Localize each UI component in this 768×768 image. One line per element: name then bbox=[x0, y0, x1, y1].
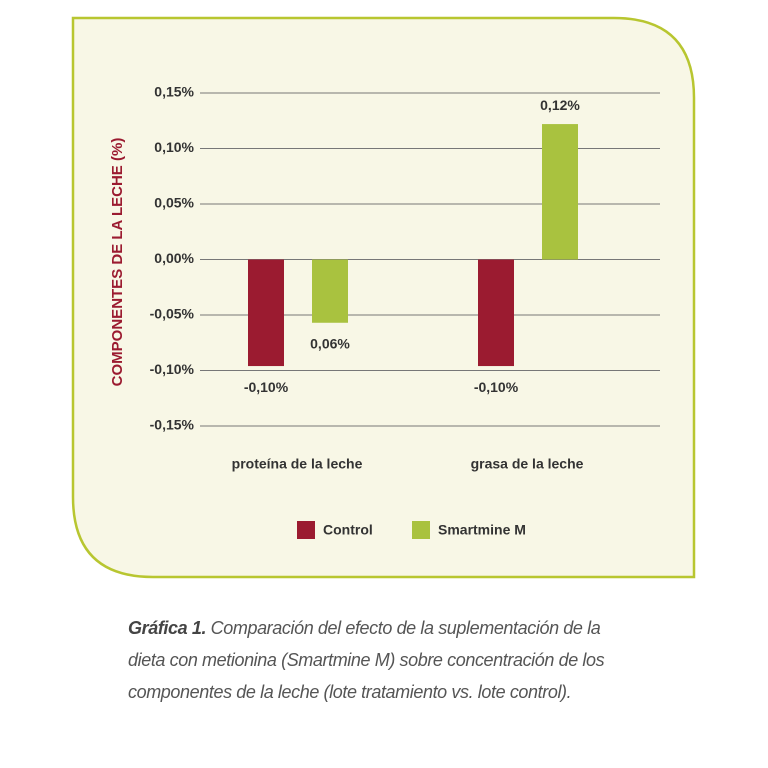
data-label: -0,10% bbox=[244, 379, 289, 395]
y-axis-title: COMPONENTES DE LA LECHE (%) bbox=[109, 138, 126, 387]
y-tick-label: 0,15% bbox=[154, 84, 194, 100]
y-tick-label: -0,05% bbox=[150, 306, 195, 322]
data-label: -0,10% bbox=[474, 379, 519, 395]
bar bbox=[478, 259, 514, 367]
bar bbox=[312, 259, 348, 323]
caption-label: Gráfica 1. bbox=[128, 618, 207, 638]
caption-text: Comparación del efecto de la suplementac… bbox=[128, 618, 605, 702]
legend-label: Smartmine M bbox=[438, 522, 526, 538]
legend-swatch bbox=[297, 521, 315, 539]
legend-swatch bbox=[412, 521, 430, 539]
y-tick-label: -0,15% bbox=[150, 417, 195, 433]
y-tick-label: 0,10% bbox=[154, 139, 194, 155]
caption: Gráfica 1. Comparación del efecto de la … bbox=[128, 612, 638, 708]
chart: COMPONENTES DE LA LECHE (%) 0,15% 0,10% 0,… bbox=[71, 16, 696, 579]
x-tick-label: grasa de la leche bbox=[471, 456, 584, 472]
bar bbox=[248, 259, 284, 367]
data-label: 0,12% bbox=[540, 97, 580, 113]
y-tick-label: 0,05% bbox=[154, 195, 194, 211]
legend-label: Control bbox=[323, 522, 373, 538]
data-label: 0,06% bbox=[310, 335, 350, 351]
chart-frame bbox=[71, 16, 696, 579]
x-tick-label: proteína de la leche bbox=[232, 456, 363, 472]
y-tick-label: -0,10% bbox=[150, 361, 195, 377]
y-tick-label: 0,00% bbox=[154, 250, 194, 266]
bar bbox=[542, 124, 578, 260]
